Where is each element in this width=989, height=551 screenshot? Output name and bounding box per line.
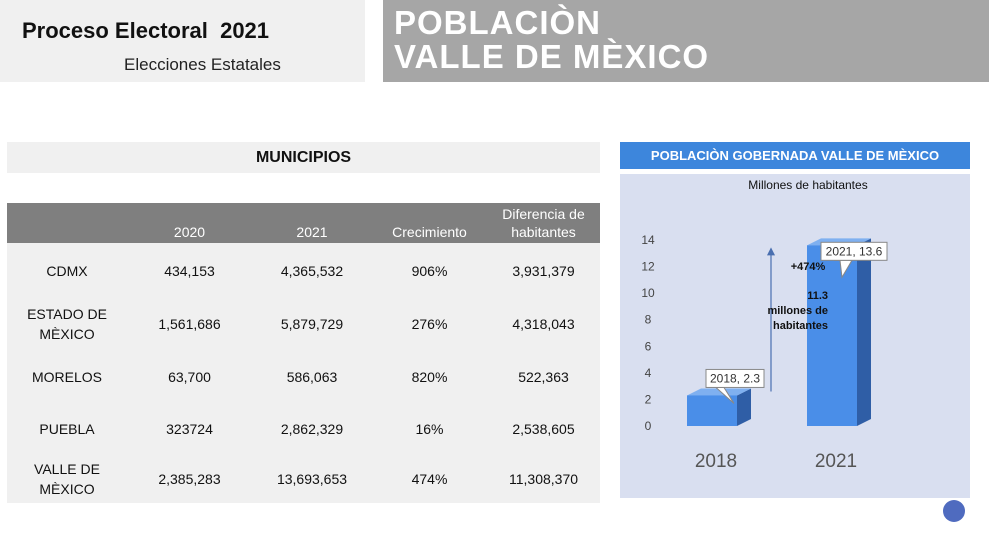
table-header: 2020 2021 Crecimiento Diferencia de habi… [7, 203, 600, 243]
difference-annotation: millones de [767, 305, 828, 317]
column-header-2020: 2020 [173, 224, 206, 240]
difference-annotation: habitantes [773, 320, 828, 332]
value-2020-cell: 323724 [166, 421, 213, 437]
row-name-cell: CDMX [46, 263, 88, 279]
row-name-cell: VALLE DE MÈXICO [34, 461, 100, 497]
title-banner: POBLACIÒN VALLE DE MÈXICO [383, 0, 989, 82]
y-tick-label: 12 [641, 260, 655, 274]
value-2020-cell: 63,700 [168, 369, 211, 385]
value-2021-cell: 5,879,729 [280, 316, 344, 332]
growth-arrow-head [767, 247, 775, 256]
y-tick-label: 14 [641, 233, 655, 247]
value-2020-cell: 1,561,686 [158, 316, 221, 332]
table-title-bar: MUNICIPIOS [7, 142, 600, 173]
bar-side-2018 [737, 388, 751, 426]
growth-cell: 16% [415, 421, 444, 437]
table-title: MUNICIPIOS [255, 149, 352, 166]
growth-cell: 906% [411, 263, 448, 279]
bar-2021 [807, 245, 857, 426]
page-title: Proceso Electoral 2021 [22, 18, 270, 43]
difference-cell: 4,318,043 [512, 316, 575, 332]
column-header-difference: Diferencia de habitantes [502, 206, 585, 240]
data-label: 2018, 2.3 [710, 371, 760, 385]
bar-2018 [687, 395, 737, 426]
slide-indicator-dot [943, 500, 965, 522]
table-row: MORELOS 63,700 586,063 820% 522,363 [7, 351, 600, 403]
growth-annotation: +474% [791, 261, 826, 273]
value-2021-cell: 2,862,329 [280, 421, 344, 437]
growth-cell: 276% [411, 316, 448, 332]
value-2021-cell: 4,365,532 [280, 263, 344, 279]
chart-title-bar: POBLACIÒN GOBERNADA VALLE DE MÈXICO [620, 142, 970, 169]
table-row: PUEBLA 323724 2,862,329 16% 2,538,605 [7, 403, 600, 455]
table-row: VALLE DE MÈXICO 2,385,283 13,693,653 474… [7, 453, 600, 505]
data-label-box [820, 241, 888, 261]
difference-cell: 2,538,605 [512, 421, 575, 437]
column-header-growth: Crecimiento [392, 224, 467, 240]
y-tick-label: 4 [645, 366, 652, 380]
difference-cell: 3,931,379 [512, 263, 575, 279]
difference-annotation: 11.3 [807, 290, 828, 302]
page-subtitle: Elecciones Estatales [124, 55, 281, 74]
column-header-2021: 2021 [296, 224, 328, 240]
value-2020-cell: 2,385,283 [158, 471, 221, 487]
value-2021-cell: 13,693,653 [276, 471, 348, 487]
data-label: 2021, 13.6 [826, 244, 883, 258]
growth-cell: 820% [411, 369, 448, 385]
value-2020-cell: 434,153 [164, 263, 215, 279]
y-tick-label: 6 [645, 339, 652, 353]
value-2021-cell: 586,063 [286, 369, 338, 385]
y-tick-label: 2 [645, 392, 652, 406]
difference-cell: 11,308,370 [508, 471, 579, 487]
table-row: CDMX 434,153 4,365,532 906% 3,931,379 [7, 245, 600, 297]
row-name-cell: ESTADO DE MÈXICO [27, 306, 107, 342]
y-tick-label: 0 [645, 419, 652, 433]
population-bar-chart: Millones de habitantes 0 2 4 6 8 10 12 14 2018 202… [641, 178, 888, 472]
x-tick-label: 2021 [815, 451, 857, 472]
y-tick-label: 8 [645, 313, 652, 327]
header-card: Proceso Electoral 2021 Elecciones Estata… [0, 0, 365, 82]
chart-panel-title: POBLACIÒN GOBERNADA VALLE DE MÈXICO [650, 148, 940, 163]
y-tick-label: 10 [641, 286, 655, 300]
x-tick-label: 2018 [695, 451, 737, 472]
row-name-cell: PUEBLA [39, 421, 95, 437]
municipios-table: 2020 2021 Crecimiento Diferencia de habi… [7, 203, 600, 503]
bar-top-2018 [687, 388, 751, 396]
difference-cell: 522,363 [518, 369, 569, 385]
bar-side-2021 [857, 238, 871, 426]
population-chart: Millones de habitantes 0 2 4 6 8 10 12 14 2018 202… [620, 174, 970, 498]
table-row: ESTADO DE MÈXICO 1,561,686 5,879,729 276… [7, 298, 600, 350]
banner-line-2: VALLE DE MÈXICO [394, 38, 710, 75]
chart-title: Millones de habitantes [748, 178, 867, 192]
banner-line-1: POBLACIÒN [394, 4, 601, 41]
row-name-cell: MORELOS [31, 369, 102, 385]
data-label-box [705, 368, 765, 388]
growth-cell: 474% [411, 471, 448, 487]
